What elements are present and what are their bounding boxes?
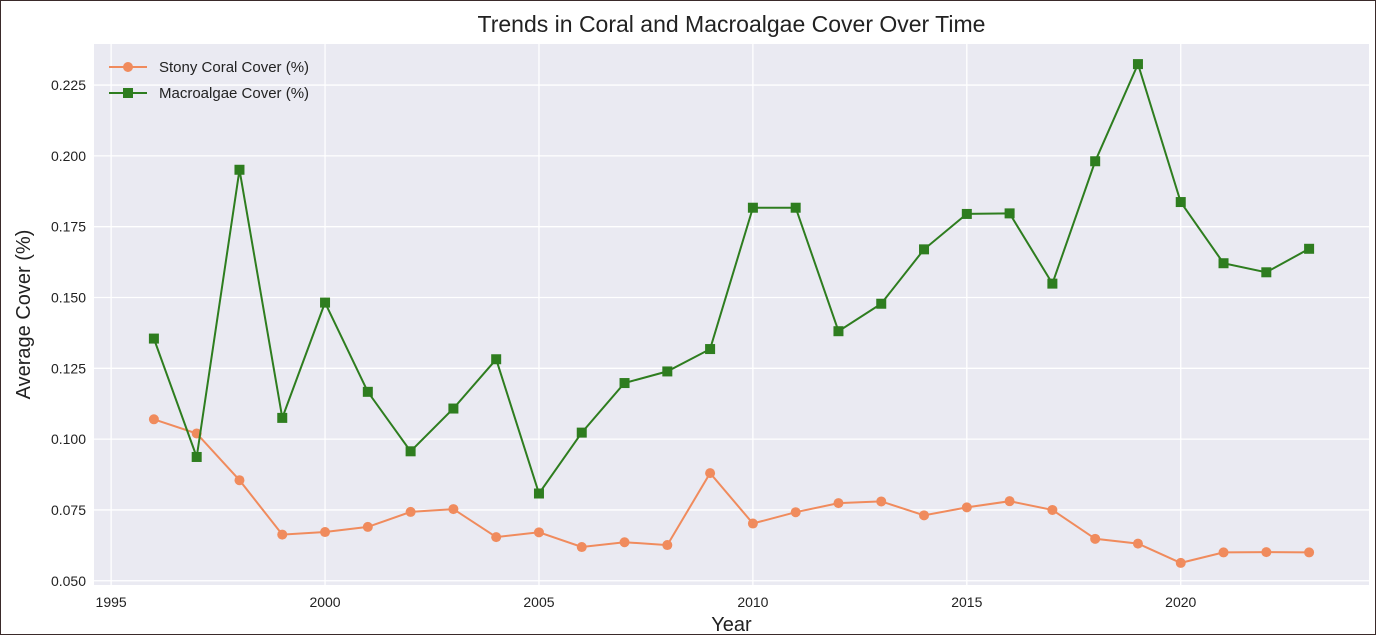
- tick-labels: 1995 2000 2005 2010 2015 2020 0.050 0.075 0.100 0…: [51, 77, 1197, 610]
- chart-title: Trends in Coral and Macroalgae Cover Ove…: [478, 11, 986, 37]
- data-point: [576, 427, 587, 438]
- data-point: [1304, 547, 1315, 558]
- data-point: [833, 498, 844, 509]
- data-point: [405, 506, 416, 517]
- data-point: [790, 507, 801, 518]
- legend-item: Stony Coral Cover (%): [109, 59, 309, 76]
- y-tick-label: 0.125: [51, 360, 86, 376]
- data-point: [234, 475, 245, 486]
- data-point: [790, 202, 801, 213]
- series-macroalgae: [148, 59, 1315, 499]
- data-point: [705, 468, 716, 479]
- y-tick-label: 0.075: [51, 502, 86, 518]
- data-point: [1304, 243, 1315, 254]
- data-point: [1218, 258, 1229, 269]
- data-point: [1004, 496, 1015, 507]
- data-point: [1004, 208, 1015, 219]
- y-tick-label: 0.100: [51, 431, 86, 447]
- data-point: [747, 518, 758, 529]
- data-point: [191, 451, 202, 462]
- legend-label: Stony Coral Cover (%): [159, 59, 309, 76]
- data-point: [1047, 278, 1058, 289]
- y-tick-label: 0.225: [51, 77, 86, 93]
- data-point: [362, 386, 373, 397]
- grid-lines: [94, 44, 1369, 585]
- x-tick-label: 2020: [1165, 594, 1196, 610]
- data-point: [1218, 547, 1229, 558]
- x-axis-label: Year: [711, 614, 752, 634]
- x-tick-label: 2005: [523, 594, 554, 610]
- data-point: [919, 244, 930, 255]
- data-point: [148, 414, 159, 425]
- legend-item: Macroalgae Cover (%): [109, 85, 309, 102]
- data-point: [448, 403, 459, 414]
- y-tick-label: 0.050: [51, 573, 86, 589]
- x-tick-label: 2010: [737, 594, 768, 610]
- data-point: [491, 532, 502, 543]
- data-point: [1090, 533, 1101, 544]
- y-axis-label: Average Cover (%): [13, 230, 35, 400]
- data-point: [1175, 197, 1186, 208]
- legend-marker: [123, 88, 133, 98]
- data-point: [1132, 59, 1143, 70]
- data-point: [1261, 547, 1272, 558]
- series-layer: [148, 59, 1315, 568]
- data-point: [320, 297, 331, 308]
- data-point: [1261, 267, 1272, 278]
- data-point: [619, 537, 630, 548]
- data-point: [405, 446, 416, 457]
- data-point: [619, 378, 630, 389]
- series-line: [152, 61, 1310, 496]
- legend-marker: [123, 62, 133, 72]
- data-point: [747, 202, 758, 213]
- legend-label: Macroalgae Cover (%): [159, 85, 309, 102]
- x-tick-label: 2015: [951, 594, 982, 610]
- series-stony-coral: [148, 414, 1315, 568]
- data-point: [448, 504, 459, 515]
- legend: Stony Coral Cover (%) Macroalgae Cover (%…: [109, 59, 309, 102]
- data-point: [277, 412, 288, 423]
- data-point: [277, 529, 288, 540]
- data-point: [1132, 538, 1143, 549]
- data-point: [876, 496, 887, 507]
- data-point: [876, 298, 887, 309]
- x-tick-label: 1995: [96, 594, 127, 610]
- data-point: [320, 527, 331, 538]
- data-point: [662, 540, 673, 551]
- data-point: [1047, 504, 1058, 515]
- y-tick-label: 0.200: [51, 148, 86, 164]
- data-point: [662, 366, 673, 377]
- data-point: [576, 542, 587, 553]
- y-tick-label: 0.150: [51, 290, 86, 306]
- data-point: [1090, 156, 1101, 167]
- series-line: [153, 418, 1310, 564]
- data-point: [362, 521, 373, 532]
- plot-area: [94, 44, 1369, 585]
- data-point: [961, 502, 972, 513]
- data-point: [961, 208, 972, 219]
- data-point: [833, 326, 844, 337]
- data-point: [919, 510, 930, 521]
- data-point: [705, 344, 716, 355]
- data-point: [1175, 557, 1186, 568]
- data-point: [491, 354, 502, 365]
- data-point: [533, 488, 544, 499]
- data-point: [533, 527, 544, 538]
- data-point: [148, 333, 159, 344]
- data-point: [234, 164, 245, 175]
- y-tick-label: 0.175: [51, 219, 86, 235]
- x-tick-label: 2000: [309, 594, 340, 610]
